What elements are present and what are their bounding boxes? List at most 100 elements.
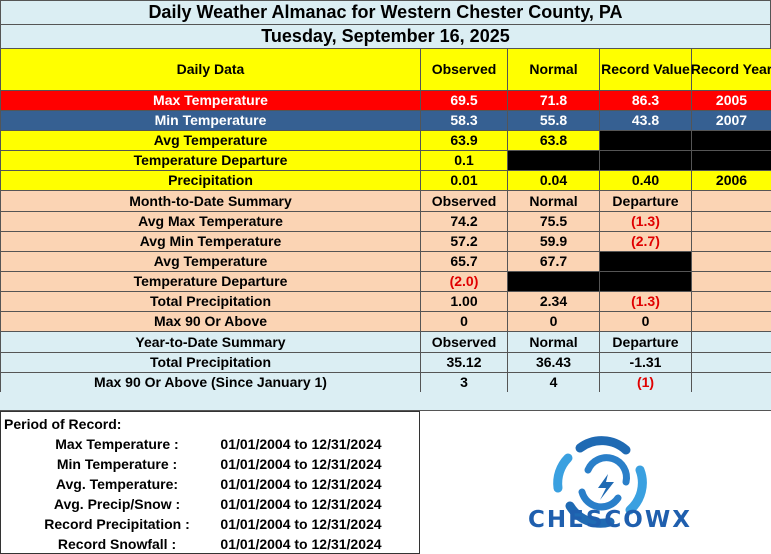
date: Tuesday, September 16, 2025 — [0, 24, 771, 49]
period-of-record: Period of Record: Max Temperature : 01/01… — [0, 410, 420, 554]
cell: 36.43 — [507, 352, 600, 373]
blank-cell — [507, 150, 600, 171]
title: Daily Weather Almanac for Western Cheste… — [0, 0, 771, 25]
cell: 2006 — [691, 170, 771, 191]
blank-cell — [691, 311, 771, 332]
cell: Temperature Departure — [0, 271, 421, 292]
cell: 65.7 — [420, 251, 508, 272]
logo-swirl — [553, 436, 647, 528]
cell: Max 90 Or Above (Since January 1) — [0, 372, 421, 393]
por-range: 01/01/2004 to 12/31/2024 — [220, 456, 382, 472]
cell: 0.01 — [420, 170, 508, 191]
por-range: 01/01/2004 to 12/31/2024 — [220, 516, 382, 532]
cell: 55.8 — [507, 110, 600, 131]
cell: Total Precipitation — [0, 291, 421, 312]
blank-cell — [691, 372, 771, 393]
cell: 67.7 — [507, 251, 600, 272]
cell: 1.00 — [420, 291, 508, 312]
cell: 74.2 — [420, 211, 508, 232]
cell: -1.31 — [599, 352, 692, 373]
cell: Min Temperature — [0, 110, 421, 131]
column-header: Record Value — [599, 48, 692, 91]
logo-bolt — [598, 474, 614, 500]
cell: 75.5 — [507, 211, 600, 232]
cell: 63.9 — [420, 130, 508, 151]
blank-cell — [599, 271, 692, 292]
blank-cell — [691, 150, 771, 171]
period-title: Period of Record: — [4, 416, 122, 432]
blank-cell — [691, 130, 771, 151]
cell: Max Temperature — [0, 90, 421, 111]
column-header: Normal — [507, 48, 600, 91]
cell: Avg Temperature — [0, 251, 421, 272]
column-header: Year-to-Date Summary — [0, 331, 421, 353]
column-header: Departure — [599, 331, 692, 353]
cell: Max 90 Or Above — [0, 311, 421, 332]
blank-cell — [599, 251, 692, 272]
cell: Avg Min Temperature — [0, 231, 421, 252]
por-range: 01/01/2004 to 12/31/2024 — [220, 496, 382, 512]
cell: 3 — [420, 372, 508, 393]
cell: 2005 — [691, 90, 771, 111]
cell: (2.7) — [599, 231, 692, 252]
blank-cell — [691, 211, 771, 232]
spacer — [0, 392, 771, 411]
cell: (1) — [599, 372, 692, 393]
cell: 0.40 — [599, 170, 692, 191]
por-label: Avg. Precip/Snow : — [53, 496, 181, 512]
cell: Avg Temperature — [0, 130, 421, 151]
cell: 58.3 — [420, 110, 508, 131]
por-label: Record Precipitation : — [44, 516, 190, 532]
cell: 71.8 — [507, 90, 600, 111]
cell: Precipitation — [0, 170, 421, 191]
cell: Total Precipitation — [0, 352, 421, 373]
logo: CHESCOWX — [528, 436, 692, 533]
blank-cell — [691, 291, 771, 312]
por-range: 01/01/2004 to 12/31/2024 — [220, 476, 382, 492]
column-header: Normal — [507, 331, 600, 353]
logo-text: CHESCOWX — [528, 507, 692, 533]
column-header: Observed — [420, 48, 508, 91]
cell: 2.34 — [507, 291, 600, 312]
cell: 0.04 — [507, 170, 600, 191]
blank-cell — [691, 352, 771, 373]
blank-cell — [599, 150, 692, 171]
cell: 69.5 — [420, 90, 508, 111]
cell: 86.3 — [599, 90, 692, 111]
cell: 59.9 — [507, 231, 600, 252]
column-header: Departure — [599, 190, 692, 212]
por-label: Avg. Temperature: — [55, 476, 179, 492]
blank-cell — [599, 130, 692, 151]
cell: 0 — [420, 311, 508, 332]
por-label: Record Snowfall : — [57, 536, 177, 552]
por-range: 01/01/2004 to 12/31/2024 — [220, 436, 382, 452]
cell: (1.3) — [599, 291, 692, 312]
cell: (1.3) — [599, 211, 692, 232]
column-header: Record Year — [691, 48, 771, 91]
por-range: 01/01/2004 to 12/31/2024 — [220, 536, 382, 552]
blank-cell — [691, 190, 771, 212]
cell: Temperature Departure — [0, 150, 421, 171]
blank-cell — [691, 331, 771, 353]
cell: 43.8 — [599, 110, 692, 131]
blank-cell — [691, 271, 771, 292]
column-header: Normal — [507, 190, 600, 212]
por-label: Max Temperature : — [55, 436, 179, 452]
column-header: Month-to-Date Summary — [0, 190, 421, 212]
cell: 63.8 — [507, 130, 600, 151]
cell: 0 — [507, 311, 600, 332]
cell: 4 — [507, 372, 600, 393]
cell: (2.0) — [420, 271, 508, 292]
cell: 0.1 — [420, 150, 508, 171]
cell: 35.12 — [420, 352, 508, 373]
column-header: Daily Data — [0, 48, 421, 91]
column-header: Observed — [420, 331, 508, 353]
por-label: Min Temperature : — [56, 456, 178, 472]
cell: 0 — [599, 311, 692, 332]
cell: Avg Max Temperature — [0, 211, 421, 232]
cell: 57.2 — [420, 231, 508, 252]
blank-cell — [691, 251, 771, 272]
column-header: Observed — [420, 190, 508, 212]
blank-cell — [691, 231, 771, 252]
